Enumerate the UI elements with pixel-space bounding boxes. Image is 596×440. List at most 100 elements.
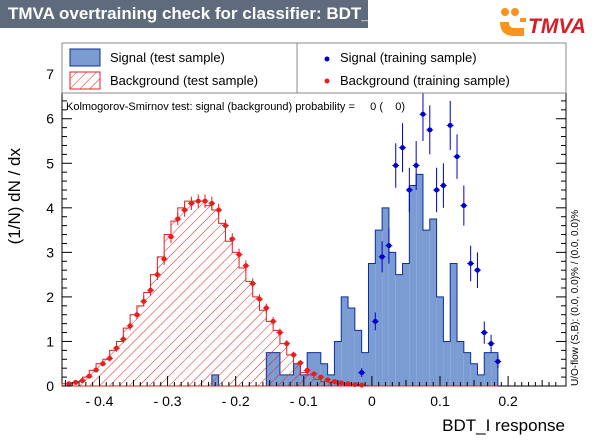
signal-train-marker	[427, 127, 433, 133]
y-tick-label: 4	[46, 200, 54, 216]
background-train-marker	[202, 198, 208, 204]
background-test-bar	[136, 305, 144, 386]
background-test-bar	[191, 201, 199, 386]
y-tick-label: 3	[46, 244, 54, 260]
background-test-bar	[225, 241, 233, 386]
logo-swoosh	[500, 22, 524, 36]
signal-train-marker	[413, 163, 419, 168]
signal-test-bar	[436, 296, 444, 386]
background-train-marker	[141, 298, 147, 304]
signal-test-bar	[450, 263, 458, 386]
background-train-marker	[66, 381, 72, 387]
signal-test-bar	[422, 230, 430, 386]
background-test-bar	[218, 223, 226, 386]
background-train-marker	[168, 234, 174, 240]
signal-test-bar	[382, 207, 389, 386]
background-test-bar	[157, 256, 165, 386]
background-test-bar	[123, 328, 131, 386]
signal-test-bar	[395, 274, 403, 386]
background-train-marker	[79, 378, 85, 384]
overflow-label: U/O-flow (S,B): (0.0, 0.0)% / (0.0, 0.0)…	[570, 210, 581, 386]
background-train-marker	[277, 330, 283, 336]
signal-train-marker	[454, 154, 460, 160]
histogram-layer	[61, 173, 499, 387]
background-test-bar	[252, 296, 260, 386]
background-test-bar	[293, 363, 301, 386]
background-train-marker	[93, 367, 99, 373]
background-train-marker	[236, 252, 242, 258]
y-tick-label: 2	[46, 289, 54, 305]
x-tick-label: - 0.4	[85, 393, 113, 409]
background-test-bar	[266, 321, 274, 386]
background-test-bar	[232, 252, 240, 386]
x-tick-label: 0	[368, 393, 376, 409]
signal-test-bar	[443, 341, 451, 386]
background-train-marker	[73, 379, 79, 385]
legend-swatch-signal-test	[69, 48, 101, 67]
background-train-marker	[154, 272, 160, 278]
x-tick-label: - 0.2	[222, 393, 250, 409]
background-test-bar	[211, 210, 219, 386]
background-train-marker	[243, 263, 249, 269]
background-train-marker	[229, 236, 235, 242]
signal-train-marker	[400, 145, 406, 151]
signal-test-bar	[307, 352, 314, 386]
background-test-bar	[239, 267, 246, 386]
signal-test-bar	[361, 352, 369, 386]
background-train-marker	[209, 200, 215, 206]
background-test-bar	[116, 341, 124, 386]
background-test-bar	[198, 201, 206, 386]
background-train-marker	[107, 355, 113, 361]
background-train-marker	[148, 287, 154, 293]
signal-train-marker	[488, 341, 494, 347]
background-test-histogram	[61, 200, 498, 387]
signal-train-marker	[434, 187, 440, 193]
signal-train-marker	[461, 203, 467, 209]
background-train-marker	[161, 256, 167, 262]
signal-train-marker	[420, 111, 426, 117]
background-train-marker	[291, 352, 297, 358]
y-tick-label: 1	[46, 333, 54, 349]
x-tick-label: - 0.1	[290, 393, 318, 409]
background-test-bar	[286, 354, 294, 386]
signal-test-bar	[334, 341, 342, 386]
signal-test-bar	[477, 374, 485, 386]
y-axis-title: (1/N) dN / dx	[5, 148, 24, 245]
background-test-bar	[307, 374, 314, 386]
background-test-bar	[245, 281, 253, 386]
signal-train-marker	[379, 254, 385, 260]
background-train-marker	[120, 336, 126, 342]
signal-test-bar	[354, 330, 362, 386]
legend-label-background-test: Background (test sample)	[110, 73, 258, 88]
signal-train-marker	[474, 267, 480, 273]
background-train-marker	[222, 223, 228, 229]
signal-test-bar	[409, 185, 417, 386]
signal-test-bar	[388, 252, 396, 386]
signal-train-marker	[481, 330, 487, 336]
legend-label-signal-train: Signal (training sample)	[340, 50, 477, 65]
y-tick-label: 5	[46, 155, 54, 171]
background-test-bar	[205, 205, 212, 386]
signal-train-marker	[406, 187, 412, 193]
background-train-points	[65, 194, 366, 388]
background-train-marker	[304, 367, 310, 373]
logo-text: TMVA	[528, 15, 586, 38]
signal-train-marker	[495, 359, 501, 364]
background-train-marker	[86, 373, 92, 379]
background-train-marker	[318, 374, 324, 380]
background-train-marker	[338, 380, 344, 386]
tmva-logo: TMVA	[500, 8, 586, 38]
background-train-marker	[250, 281, 256, 287]
background-train-marker	[297, 360, 303, 366]
background-test-bar	[109, 350, 117, 386]
background-train-marker	[134, 312, 140, 318]
background-test-bar	[102, 359, 110, 386]
background-train-marker	[325, 377, 331, 383]
signal-test-bar	[457, 341, 464, 386]
background-train-marker	[345, 381, 351, 387]
background-train-marker	[127, 323, 133, 329]
signal-train-marker	[468, 261, 474, 266]
y-tick-label: 6	[46, 111, 54, 127]
logo-dot-1	[501, 8, 509, 16]
background-train-marker	[284, 341, 290, 347]
